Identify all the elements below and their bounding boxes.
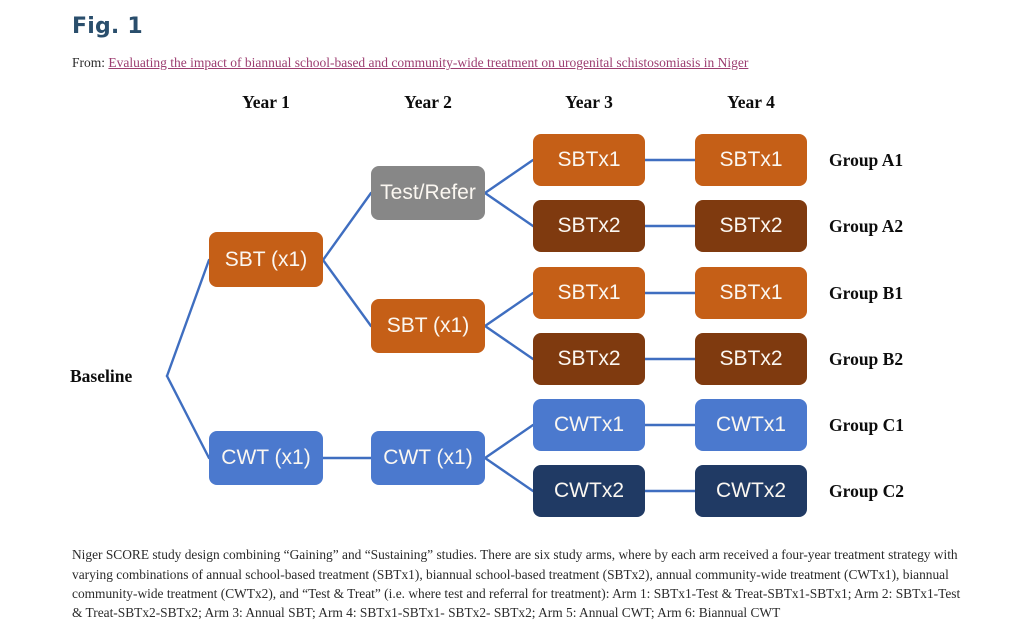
figure-caption: Niger SCORE study design combining “Gain… bbox=[72, 547, 961, 620]
baseline-label: Baseline bbox=[70, 366, 133, 386]
node-year4-sbtx2-b2: SBTx2 bbox=[695, 333, 807, 385]
node-year4-sbtx1-a1: SBTx1 bbox=[695, 134, 807, 186]
node-year3-sbtx2-a2: SBTx2 bbox=[533, 200, 645, 252]
year-4-header: Year 4 bbox=[727, 92, 775, 112]
year-1-header: Year 1 bbox=[242, 92, 290, 112]
figure-title: Fig. 1 bbox=[72, 14, 143, 39]
year-2-header: Year 2 bbox=[404, 92, 452, 112]
group-a1-label: Group A1 bbox=[829, 150, 904, 170]
node-year3-sbtx1-a1: SBTx1 bbox=[533, 134, 645, 186]
article-link[interactable]: Evaluating the impact of biannual school… bbox=[108, 55, 749, 70]
group-c2-label: Group C2 bbox=[829, 481, 905, 501]
node-year1-sbt: SBT (x1) bbox=[209, 232, 323, 287]
group-c1-label: Group C1 bbox=[829, 415, 905, 435]
node-year4-cwtx2-c2: CWTx2 bbox=[695, 465, 807, 517]
node-year3-cwtx1-c1: CWTx1 bbox=[533, 399, 645, 451]
from-label: From: bbox=[72, 55, 106, 70]
node-year2-sbt: SBT (x1) bbox=[371, 299, 485, 353]
group-b2-label: Group B2 bbox=[829, 349, 904, 369]
source-line: From: Evaluating the impact of biannual … bbox=[72, 55, 748, 71]
node-year1-cwt: CWT (x1) bbox=[209, 431, 323, 485]
node-year3-sbtx2-b2: SBTx2 bbox=[533, 333, 645, 385]
node-year2-cwt: CWT (x1) bbox=[371, 431, 485, 485]
group-b1-label: Group B1 bbox=[829, 283, 904, 303]
node-year3-sbtx1-b1: SBTx1 bbox=[533, 267, 645, 319]
group-a2-label: Group A2 bbox=[829, 216, 904, 236]
year-3-header: Year 3 bbox=[565, 92, 613, 112]
node-year2-test-refer: Test/Refer bbox=[371, 166, 485, 220]
node-year4-cwtx1-c1: CWTx1 bbox=[695, 399, 807, 451]
node-year4-sbtx1-b1: SBTx1 bbox=[695, 267, 807, 319]
node-year4-sbtx2-a2: SBTx2 bbox=[695, 200, 807, 252]
node-year3-cwtx2-c2: CWTx2 bbox=[533, 465, 645, 517]
